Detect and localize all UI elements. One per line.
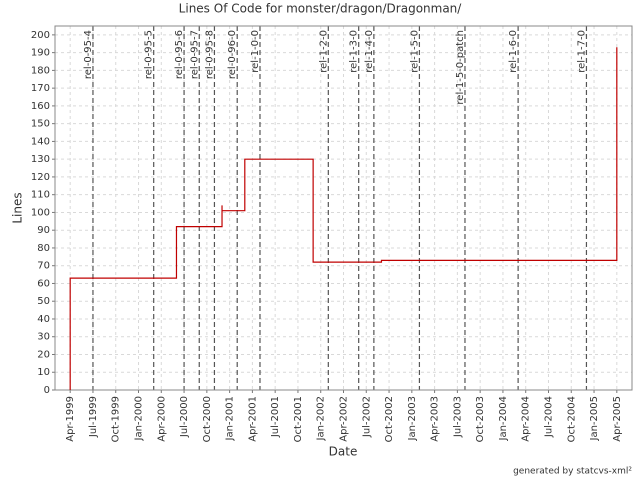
y-tick-label: 180 — [31, 65, 50, 76]
tag-label: rel-0-95-5 — [144, 30, 155, 79]
x-axis-title: Date — [329, 445, 358, 459]
x-tick-label: Apr-2003 — [430, 396, 441, 442]
tag-label: rel-1-2-0 — [318, 30, 329, 73]
y-tick-label: 70 — [37, 261, 50, 272]
x-tick-label: Jul-2004 — [543, 396, 554, 438]
y-axis-title: Lines — [11, 192, 25, 223]
y-tick-label: 50 — [37, 296, 50, 307]
x-tick-label: Jul-2002 — [361, 396, 372, 438]
tag-label: rel-1-4-0 — [364, 30, 375, 73]
x-tick-label: Apr-1999 — [65, 396, 76, 442]
y-tick-label: 200 — [31, 30, 50, 41]
y-tick-label: 100 — [31, 207, 50, 218]
y-tick-label: 10 — [37, 367, 50, 378]
y-tick-label: 20 — [37, 349, 50, 360]
tag-label: rel-1-5-0 — [409, 30, 420, 73]
tag-label: rel-1-5-0-patch — [455, 30, 466, 105]
y-tick-label: 40 — [37, 314, 50, 325]
y-tick-label: 130 — [31, 154, 50, 165]
x-tick-label: Apr-2002 — [339, 396, 350, 442]
tag-label: rel-0-95-6 — [174, 30, 185, 79]
y-tick-label: 150 — [31, 119, 50, 130]
y-tick-label: 140 — [31, 136, 50, 147]
x-tick-label: Jan-2002 — [316, 396, 327, 441]
y-tick-label: 0 — [44, 385, 50, 396]
tag-label: rel-1-7-0 — [576, 30, 587, 73]
y-tick-label: 120 — [31, 172, 50, 183]
y-tick-label: 160 — [31, 101, 50, 112]
x-tick-label: Oct-2000 — [202, 396, 213, 442]
line-series — [69, 47, 618, 390]
tag-label: rel-0-95-4 — [83, 30, 94, 79]
y-tick-label: 170 — [31, 83, 50, 94]
x-tick-label: Oct-2002 — [384, 396, 395, 442]
x-tick-label: Jan-2000 — [134, 396, 145, 441]
x-tick-label: Apr-2000 — [156, 396, 167, 442]
tag-label: rel-1-6-0 — [508, 30, 519, 73]
y-tick-label: 60 — [37, 278, 50, 289]
y-tick-label: 30 — [37, 332, 50, 343]
x-tick-label: Jul-2003 — [452, 396, 463, 438]
tag-label: rel-0-96-0 — [227, 30, 238, 79]
x-tick-label: Jan-2005 — [589, 396, 600, 441]
x-tick-label: Oct-2004 — [566, 396, 577, 442]
x-tick-label: Apr-2001 — [247, 396, 258, 442]
x-tick-label: Jan-2004 — [498, 396, 509, 441]
x-tick-label: Jan-2003 — [407, 396, 418, 441]
x-tick-label: Jul-2000 — [179, 396, 190, 438]
x-tick-label: Oct-2003 — [475, 396, 486, 442]
x-tick-label: Oct-1999 — [111, 396, 122, 442]
y-tick-label: 190 — [31, 48, 50, 59]
chart-title: Lines Of Code for monster/dragon/Dragonm… — [179, 2, 463, 16]
tag-label: rel-1-0-0 — [250, 30, 261, 73]
tag-label: rel-0-95-7 — [189, 30, 200, 79]
x-tick-label: Jan-2001 — [225, 396, 236, 441]
tag-label: rel-1-3-0 — [349, 30, 360, 73]
x-tick-label: Oct-2001 — [293, 396, 304, 442]
x-tick-label: Jul-2001 — [270, 396, 281, 438]
y-tick-label: 80 — [37, 243, 50, 254]
plot-frame — [54, 25, 633, 391]
footer: generated by statcvs-xml² — [513, 467, 632, 477]
tag-label: rel-0-95-8 — [204, 30, 215, 79]
x-tick-label: Apr-2005 — [612, 396, 623, 442]
x-tick-label: Jul-1999 — [88, 396, 99, 438]
y-tick-label: 110 — [31, 190, 50, 201]
y-tick-label: 90 — [37, 225, 50, 236]
x-tick-label: Apr-2004 — [521, 396, 532, 442]
